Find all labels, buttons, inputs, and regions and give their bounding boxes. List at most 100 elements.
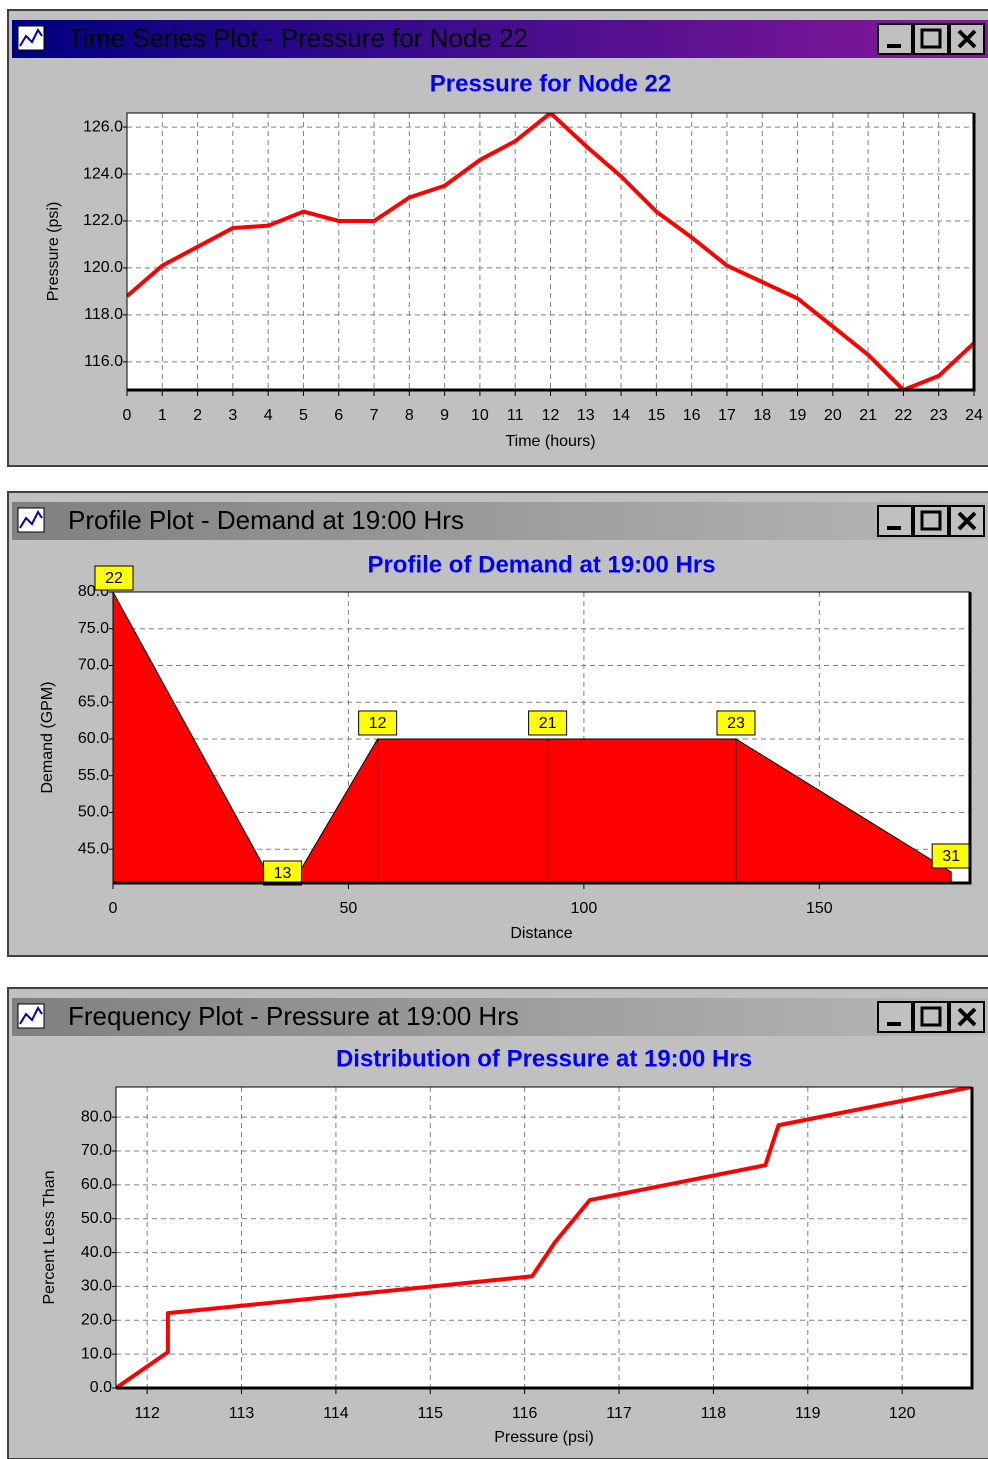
node-label: 23 (727, 715, 745, 732)
node-label: 21 (539, 715, 557, 732)
x-tick-label: 115 (418, 1405, 444, 1422)
x-tick-label: 14 (612, 407, 630, 424)
y-tick-label: 40.0 (81, 1244, 112, 1261)
x-tick-label: 5 (299, 407, 308, 424)
x-tick-label: 100 (571, 900, 598, 917)
y-tick-label: 122.0 (83, 212, 123, 229)
y-tick-label: 70.0 (81, 1142, 112, 1159)
window-title: Frequency Plot - Pressure at 19:00 Hrs (68, 1001, 519, 1031)
plot-area (116, 1087, 972, 1388)
node-label: 31 (942, 848, 960, 865)
x-tick-label: 118 (701, 1405, 727, 1422)
y-tick-label: 20.0 (81, 1312, 112, 1329)
close-glyph (957, 29, 977, 49)
x-tick-label: 18 (753, 407, 771, 424)
x-tick-label: 23 (930, 407, 948, 424)
node-label: 12 (369, 715, 387, 732)
y-tick-label: 60.0 (78, 730, 109, 747)
window-icon-graph (19, 1006, 43, 1025)
x-tick-label: 113 (229, 1405, 255, 1422)
x-tick-label: 0 (123, 407, 132, 424)
x-tick-label: 8 (405, 407, 414, 424)
y-tick-label: 45.0 (78, 840, 109, 857)
title-bar (12, 998, 988, 1036)
y-axis-label: Percent Less Than (41, 1170, 58, 1304)
x-tick-label: 1 (158, 407, 167, 424)
x-tick-label: 50 (340, 900, 358, 917)
y-tick-label: 55.0 (78, 767, 109, 784)
window-icon-graph (19, 28, 43, 47)
x-tick-label: 17 (718, 407, 736, 424)
y-tick-label: 80.0 (81, 1108, 112, 1125)
x-tick-label: 112 (134, 1405, 160, 1422)
close-glyph (957, 1007, 977, 1027)
x-tick-label: 9 (440, 407, 449, 424)
y-tick-label: 65.0 (78, 693, 109, 710)
x-tick-label: 114 (323, 1405, 349, 1422)
minimize-button[interactable] (877, 505, 913, 537)
plot-border-shadow (127, 113, 976, 392)
y-tick-label: 124.0 (83, 165, 123, 182)
plot-border (115, 1086, 972, 1388)
title-bar (12, 502, 988, 540)
x-tick-label: 24 (965, 407, 983, 424)
y-tick-label: 116.0 (84, 353, 123, 370)
maximize-glyph (920, 1006, 942, 1027)
x-tick-label: 117 (606, 1405, 632, 1422)
data-line (116, 1087, 972, 1388)
x-tick-label: 21 (859, 407, 877, 424)
window-icon (17, 25, 45, 51)
maximize-glyph (920, 28, 942, 49)
y-tick-label: 118.0 (84, 306, 123, 323)
x-tick-label: 12 (542, 407, 560, 424)
x-tick-label: 3 (228, 407, 237, 424)
plot-border-shadow (113, 592, 972, 885)
minimize-glyph (887, 44, 901, 48)
x-tick-label: 116 (512, 1405, 538, 1422)
node-label-box (528, 710, 568, 736)
x-tick-label: 20 (824, 407, 842, 424)
plot-border-shadow (116, 1087, 974, 1390)
x-tick-label: 7 (370, 407, 379, 424)
y-tick-label: 0.0 (90, 1379, 112, 1396)
window-title: Profile Plot - Demand at 19:00 Hrs (68, 505, 464, 535)
y-tick-label: 60.0 (81, 1176, 112, 1193)
x-tick-label: 0 (109, 900, 118, 917)
y-axis-label: Demand (GPM) (39, 681, 56, 793)
x-tick-label: 15 (647, 407, 665, 424)
minimize-button[interactable] (877, 1001, 913, 1033)
x-tick-label: 16 (683, 407, 701, 424)
window-icon-graph (19, 510, 43, 529)
chart-title: Distribution of Pressure at 19:00 Hrs (336, 1045, 752, 1072)
node-label-box (94, 565, 134, 591)
close-button[interactable] (949, 505, 985, 537)
window-icon (17, 1003, 45, 1029)
title-bar (12, 20, 988, 58)
minimize-button[interactable] (877, 23, 913, 55)
x-tick-label: 150 (806, 900, 833, 917)
x-tick-label: 11 (507, 407, 524, 424)
x-tick-label: 19 (789, 407, 807, 424)
chart-title: Pressure for Node 22 (430, 70, 671, 97)
x-tick-label: 119 (795, 1405, 821, 1422)
window-title: Time Series Plot - Pressure for Node 22 (68, 23, 528, 53)
close-glyph (957, 511, 977, 531)
y-tick-label: 50.0 (81, 1210, 112, 1227)
y-tick-label: 10.0 (81, 1345, 112, 1362)
x-tick-label: 22 (895, 407, 913, 424)
minimize-glyph (887, 1022, 901, 1026)
x-tick-label: 120 (889, 1405, 916, 1422)
y-axis-label: Pressure (psi) (45, 202, 62, 302)
x-tick-label: 10 (471, 407, 489, 424)
node-label: 13 (274, 865, 292, 882)
plot-border (112, 591, 970, 883)
y-tick-label: 126.0 (83, 118, 123, 135)
chart-title: Profile of Demand at 19:00 Hrs (367, 551, 715, 578)
maximize-button[interactable] (913, 1001, 949, 1033)
data-line (127, 113, 974, 390)
x-tick-label: 6 (334, 407, 343, 424)
node-label: 22 (105, 570, 123, 587)
y-tick-label: 50.0 (78, 804, 109, 821)
node-label-box (263, 860, 303, 886)
